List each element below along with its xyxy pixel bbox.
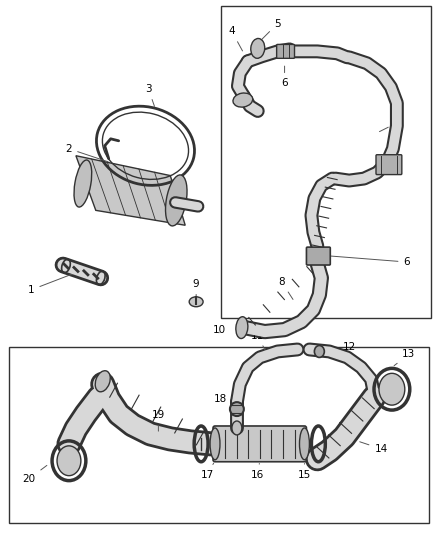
Ellipse shape (189, 297, 203, 307)
Ellipse shape (166, 175, 187, 226)
FancyBboxPatch shape (213, 426, 307, 462)
Ellipse shape (210, 428, 220, 460)
Polygon shape (76, 156, 185, 225)
Text: 10: 10 (212, 325, 226, 335)
Text: 15: 15 (298, 464, 311, 480)
Text: 2: 2 (66, 144, 108, 162)
Ellipse shape (233, 93, 253, 107)
Text: 1: 1 (28, 271, 80, 295)
FancyBboxPatch shape (376, 155, 402, 175)
FancyBboxPatch shape (277, 44, 294, 58)
Text: 13: 13 (394, 350, 415, 366)
Ellipse shape (230, 402, 244, 416)
Text: 7: 7 (379, 118, 400, 132)
Bar (9, 348, 429, 523)
Text: 8: 8 (278, 277, 293, 300)
Ellipse shape (251, 38, 265, 58)
Ellipse shape (232, 421, 242, 435)
Text: 6: 6 (281, 66, 288, 88)
Text: 3: 3 (145, 84, 155, 107)
Text: 16: 16 (251, 464, 265, 480)
Text: 14: 14 (360, 442, 388, 454)
Text: 9: 9 (193, 279, 199, 300)
FancyBboxPatch shape (307, 247, 330, 265)
Ellipse shape (57, 446, 81, 475)
Ellipse shape (379, 373, 405, 405)
Text: 6: 6 (321, 255, 410, 267)
Ellipse shape (95, 371, 110, 392)
Text: 18: 18 (213, 394, 235, 412)
Text: 5: 5 (262, 19, 281, 39)
Text: 4: 4 (229, 27, 243, 51)
Bar (221, 6, 431, 318)
Text: 19: 19 (152, 410, 165, 431)
Ellipse shape (314, 345, 324, 358)
Text: 17: 17 (201, 463, 214, 480)
Ellipse shape (74, 160, 92, 207)
Text: 20: 20 (23, 465, 47, 483)
Ellipse shape (236, 317, 248, 338)
Text: 12: 12 (343, 343, 356, 362)
Text: 11: 11 (251, 330, 266, 353)
Ellipse shape (300, 428, 309, 460)
